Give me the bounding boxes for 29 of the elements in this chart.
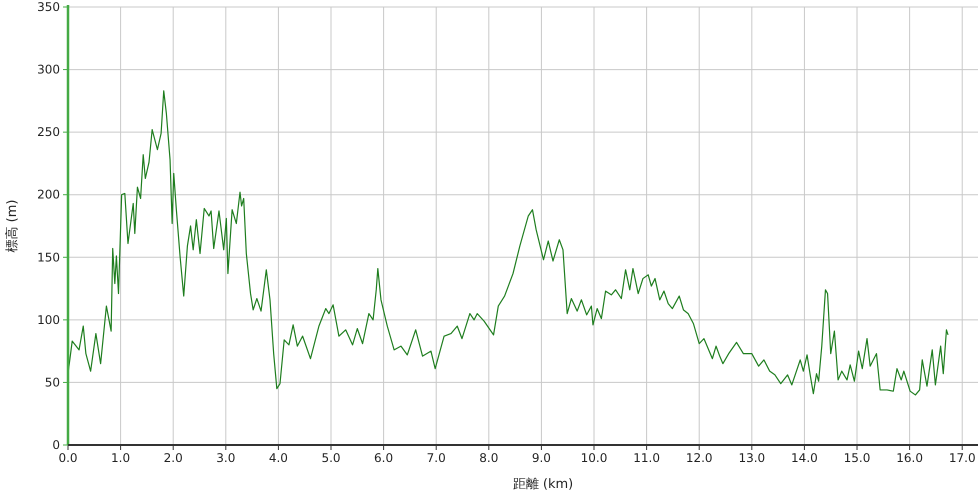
- y-tick-label: 150: [37, 250, 60, 264]
- x-tick-label: 2.0: [164, 451, 183, 465]
- y-axis-title: 標高 (m): [4, 200, 20, 252]
- x-tick-label: 8.0: [479, 451, 498, 465]
- x-tick-label: 14.0: [791, 451, 818, 465]
- y-tick-label: 100: [37, 312, 60, 327]
- y-tick-label: 50: [44, 375, 60, 390]
- x-tick-label: 10.0: [580, 451, 608, 465]
- x-tick-label: 5.0: [321, 451, 341, 465]
- x-tick-label: 17.0: [948, 451, 976, 465]
- x-tick-label: 0.0: [58, 451, 78, 465]
- x-tick-label: 4.0: [268, 451, 288, 465]
- x-tick-label: 11.0: [633, 451, 660, 465]
- y-tick-label: 350: [37, 0, 60, 14]
- x-tick-label: 13.0: [738, 451, 766, 465]
- x-tick-label: 6.0: [374, 451, 394, 465]
- y-tick-label: 300: [37, 62, 60, 77]
- x-axis-title: 距離 (km): [512, 477, 574, 492]
- y-tick-label: 0: [52, 438, 60, 452]
- y-tick-label: 250: [37, 125, 60, 140]
- y-tick-label: 200: [37, 188, 60, 202]
- x-tick-label: 3.0: [216, 451, 236, 465]
- x-tick-label: 1.0: [111, 451, 130, 465]
- x-tick-label: 16.0: [896, 451, 923, 465]
- x-tick-label: 15.0: [844, 451, 870, 465]
- line-series: [67, 90, 949, 396]
- x-tick-label: 12.0: [686, 451, 713, 465]
- x-tick-label: 9.0: [532, 451, 551, 465]
- x-tick-label: 7.0: [426, 451, 446, 465]
